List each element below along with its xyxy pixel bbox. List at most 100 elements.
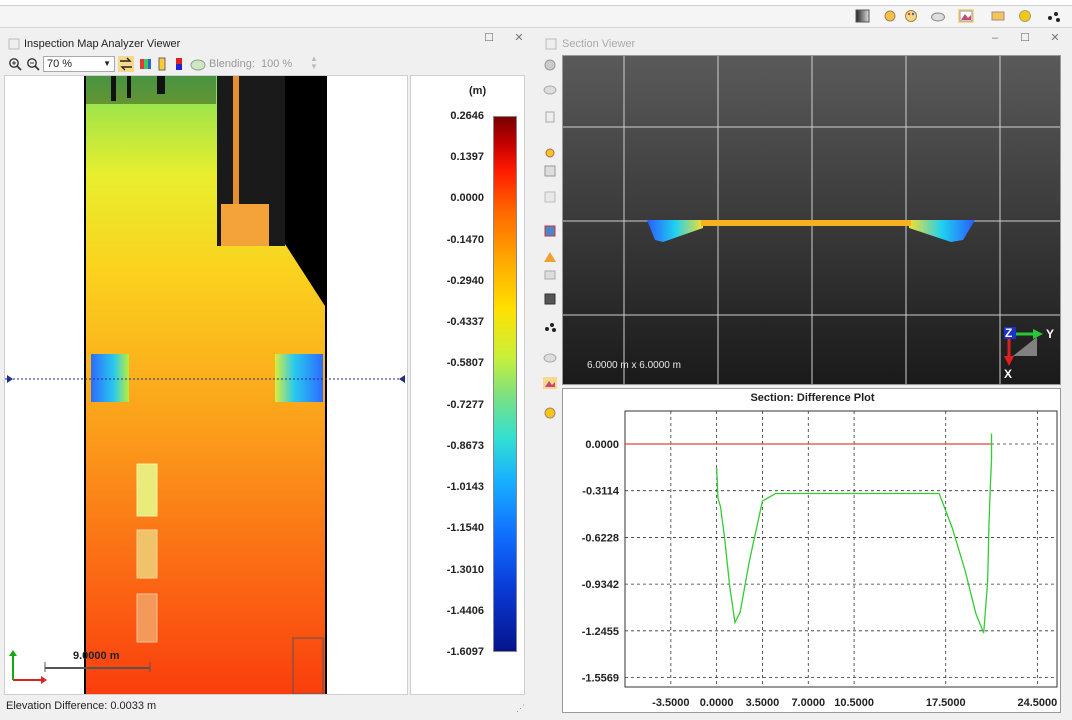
zoom-select[interactable]: 70 % ▼ [43,56,115,72]
section-handle-left-icon[interactable] [7,375,13,383]
stack-tool-icon[interactable] [543,269,557,281]
cloud-icon[interactable] [930,9,946,23]
legend-tick-label: -1.0143 [446,481,484,494]
warning-tool-icon[interactable] [543,251,557,263]
swap-icon[interactable] [118,56,134,72]
legend-edit-icon[interactable] [138,57,152,71]
series-line [715,433,993,634]
building-strip [233,76,239,204]
zoom-out-icon[interactable] [26,57,40,71]
maximize-button[interactable]: ☐ [484,32,494,44]
blending-value[interactable]: 100 % [261,58,293,70]
dots-icon[interactable] [1046,9,1062,23]
section-handle-right-icon[interactable] [399,375,405,383]
gradient-tool-icon[interactable] [543,293,557,305]
road-top-shadow [86,76,216,104]
resize-grip-icon[interactable]: ⋰ [516,703,525,713]
lane-marking-3 [136,593,158,643]
section-3d-viewport[interactable]: Z Y X 6.0000 m x 6.0000 m [562,55,1061,385]
legend-tick-label: -0.8673 [446,439,484,452]
minimize-button[interactable]: – [991,32,999,44]
page-tool-icon[interactable] [543,111,557,123]
blending-label: Blending: [209,58,255,70]
axis-x-arrowhead-icon [41,676,47,684]
building-warm-patch [221,204,269,246]
legend-tick-label: 0.1397 [450,151,484,164]
layer-tool-icon[interactable] [543,191,557,203]
map-icon[interactable] [958,9,974,23]
zoom-in-icon[interactable] [8,57,22,71]
legend-tick-label: 0.2646 [450,110,484,122]
zoom-value: 70 % [47,58,73,70]
axis-z-label: Z [1005,326,1013,340]
lane-marking-1 [136,463,158,517]
left-depression [91,354,129,402]
status-bar: Elevation Difference: 0.0033 m [0,697,528,715]
legend-tick-label: 0.0000 [450,192,484,205]
section-right-trench [909,220,975,242]
cloud2-tool-icon[interactable] [543,351,557,363]
main-toolbar [0,6,1072,28]
viewer-icon [8,38,20,50]
points-tool-icon[interactable] [543,321,557,333]
x-tick-label: 7.0000 [791,697,825,709]
y-tick-label: -0.6228 [582,532,619,544]
target-tool-icon[interactable] [543,147,557,159]
blending-spinner[interactable]: ▲ ▼ [310,54,318,71]
map-tool-icon[interactable] [543,377,557,389]
rectangle-icon[interactable] [990,9,1006,23]
legend-tick-label: -0.7277 [446,398,484,411]
scale-label: 9.0000 m [73,650,120,662]
x-tick-label: 0.0000 [700,697,734,709]
legend-tick-label: -1.3010 [446,563,484,576]
y-tick-label: -1.2455 [582,626,619,638]
sphere-tool-icon[interactable] [543,59,557,71]
viewport-size-label: 6.0000 m x 6.0000 m [587,360,681,371]
palette-icon[interactable] [903,9,919,23]
axis-x-label: X [1004,367,1013,381]
legend-tick-label: -1.4406 [446,604,484,617]
title-strip [0,0,1072,6]
difference-plot[interactable]: Section: Difference Plot 0.0000 -0.3114 -0… [562,388,1061,713]
camera-icon[interactable] [882,9,898,23]
close-right-button[interactable]: ✕ [1050,32,1060,44]
blending-icon[interactable] [190,57,206,71]
axis-y-3d-arrowhead-icon [1033,329,1043,339]
book-tool-icon[interactable] [543,225,557,237]
sphere-icon[interactable] [1017,9,1033,23]
legend-tick-label: -0.5807 [446,357,484,370]
axis-z-3d-icon [1013,337,1037,356]
axis-x-3d-arrowhead-icon [1004,356,1014,366]
road-top-marks [111,76,116,101]
colorbar-icon[interactable] [156,57,168,71]
x-tick-label: -3.5000 [652,697,689,709]
gradient-icon[interactable] [855,9,871,23]
x-tick-label: 24.5000 [1017,697,1057,709]
section-vertical-toolbar [540,55,560,435]
close-button[interactable]: ✕ [514,32,524,44]
y-tick-label: 0.0000 [585,439,619,451]
axis-y-arrowhead-icon [9,650,17,656]
right-depression [275,354,323,402]
section-viewer-icon [545,38,557,50]
left-toolbar: 70 % ▼ Blending: 100 % ▲ ▼ [4,55,524,73]
road-top-marks-2 [127,76,131,98]
plot-title: Section: Difference Plot [750,392,875,404]
grid-tool-icon[interactable] [543,165,557,177]
road-top-marks-3 [157,76,165,94]
y-tick-label: -0.3114 [582,486,620,498]
red-blue-bar-icon[interactable] [174,57,184,71]
lane-marking-2 [136,529,158,579]
cloud-tool-icon[interactable] [543,83,557,95]
plot-canvas: 0.0000 -0.3114 -0.6228 -0.9342 -1.2455 -1.556… [582,410,1058,709]
restore-button[interactable]: ☐ [1020,32,1030,44]
axis-y-label: Y [1046,327,1055,341]
inspection-map[interactable]: 9.0000 m [4,75,408,695]
axis-z-badge [1004,327,1016,339]
x-tick-label: 10.5000 [834,697,874,709]
legend-tick-label: -0.2940 [446,274,484,287]
legend-tick-label: -0.1470 [446,233,484,246]
x-tick-label: 3.5000 [746,697,780,709]
sphere2-tool-icon[interactable] [543,407,557,419]
legend-tick-label: -1.6097 [446,646,484,658]
